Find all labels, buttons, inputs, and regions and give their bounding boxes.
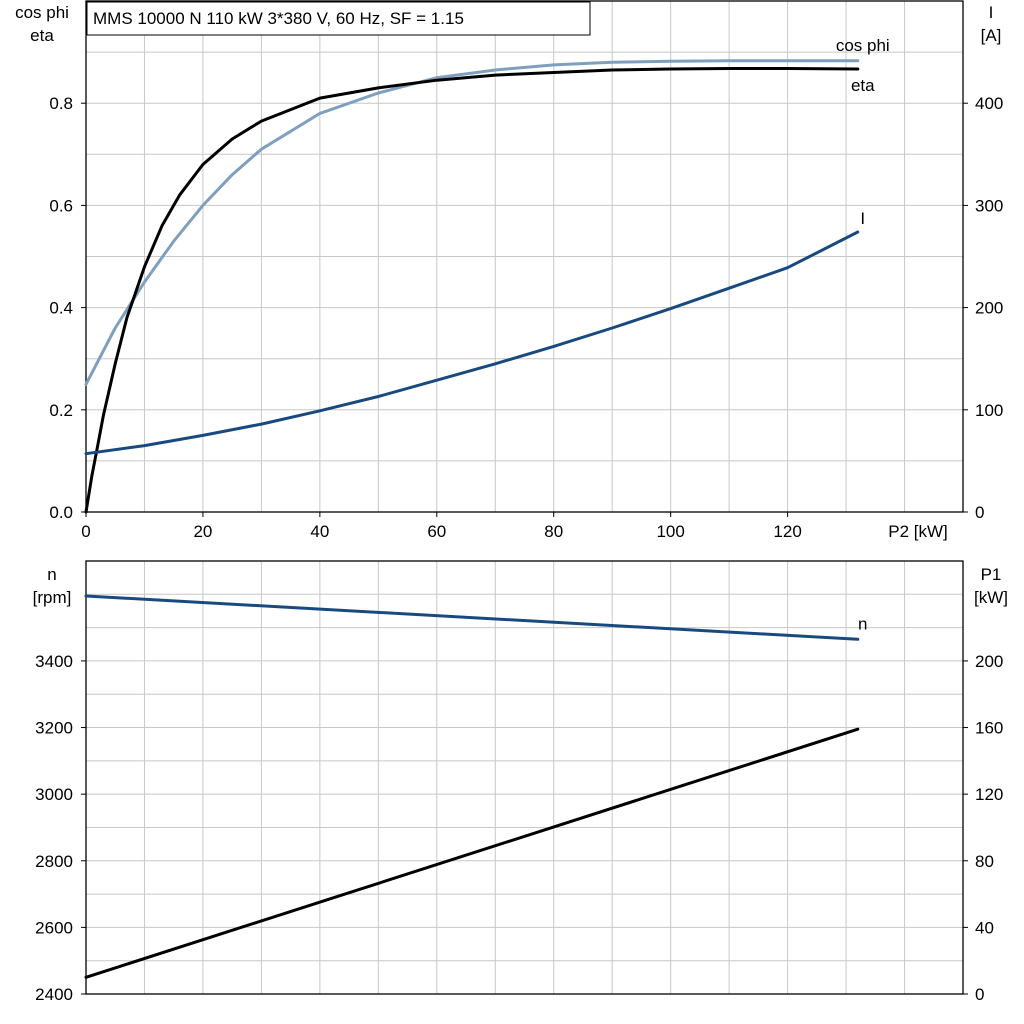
- right-tick-label: 160: [975, 719, 1003, 738]
- x-tick-label: 80: [544, 522, 563, 541]
- top-grid: [86, 0, 963, 512]
- bottom-grid: [86, 561, 963, 994]
- bottom-ticks: 2400 2600 2800 3000 3200 3400 0 40 80 120 160 200: [35, 652, 1003, 1004]
- right-tick-label: 200: [975, 652, 1003, 671]
- x-tick-label: 120: [773, 522, 801, 541]
- x-tick-label: 20: [193, 522, 212, 541]
- x-tick-label: 0: [81, 522, 90, 541]
- i-curve: [84, 230, 860, 456]
- left-tick-label: 2600: [35, 918, 73, 937]
- bottom-series: n: [84, 594, 867, 979]
- bottom-right-axis-label-2: [kW]: [974, 588, 1008, 607]
- chart-title: MMS 10000 N 110 kW 3*380 V, 60 Hz, SF = …: [93, 9, 464, 28]
- bottom-right-axis-label-1: P1: [981, 565, 1002, 584]
- x-tick-label: 40: [310, 522, 329, 541]
- right-tick-label: 40: [975, 918, 994, 937]
- series-label: eta: [851, 76, 875, 95]
- series-label: I: [860, 209, 865, 228]
- top-series: cos phi eta I: [84, 36, 890, 514]
- top-left-axis-label-1: cos phi: [15, 3, 69, 22]
- series-label: cos phi: [836, 36, 890, 55]
- left-tick-label: 3200: [35, 719, 73, 738]
- left-tick-label: 2800: [35, 852, 73, 871]
- eta-curve: [84, 67, 860, 514]
- right-tick-label: 0: [975, 985, 984, 1004]
- n-curve: [84, 594, 860, 641]
- left-tick-label: 2400: [35, 985, 73, 1004]
- left-tick-label: 0.4: [49, 299, 73, 318]
- bottom-left-axis-label-2: [rpm]: [33, 588, 72, 607]
- left-tick-label: 0.8: [49, 94, 73, 113]
- bottom-left-axis-label-1: n: [47, 565, 56, 584]
- top-right-axis-label-1: I: [989, 3, 994, 22]
- left-tick-label: 0.6: [49, 196, 73, 215]
- left-tick-label: 0.0: [49, 503, 73, 522]
- top-left-axis-label-2: eta: [30, 26, 54, 45]
- right-tick-label: 0: [975, 503, 984, 522]
- left-tick-label: 3000: [35, 785, 73, 804]
- left-tick-label: 3400: [35, 652, 73, 671]
- right-tick-label: 80: [975, 852, 994, 871]
- right-tick-label: 300: [975, 196, 1003, 215]
- title-box: [86, 1, 591, 36]
- top-ticks: 0.0 0.2 0.4 0.6 0.8 0 100 200 300 400 0 20 40 60 80 100…: [49, 94, 1003, 541]
- right-tick-label: 120: [975, 785, 1003, 804]
- bottom-plot-frame: [85, 560, 964, 995]
- x-tick-label: 60: [427, 522, 446, 541]
- x-tick-label: 100: [656, 522, 684, 541]
- top-plot-frame: [85, 0, 964, 513]
- left-tick-label: 0.2: [49, 401, 73, 420]
- right-tick-label: 100: [975, 401, 1003, 420]
- cos-phi-curve: [84, 59, 860, 386]
- series-label: n: [858, 614, 867, 633]
- top-right-axis-label-2: [A]: [981, 26, 1002, 45]
- right-tick-label: 200: [975, 299, 1003, 318]
- right-tick-label: 400: [975, 94, 1003, 113]
- p1-curve: [84, 727, 860, 979]
- top-x-axis-label: P2 [kW]: [888, 522, 948, 541]
